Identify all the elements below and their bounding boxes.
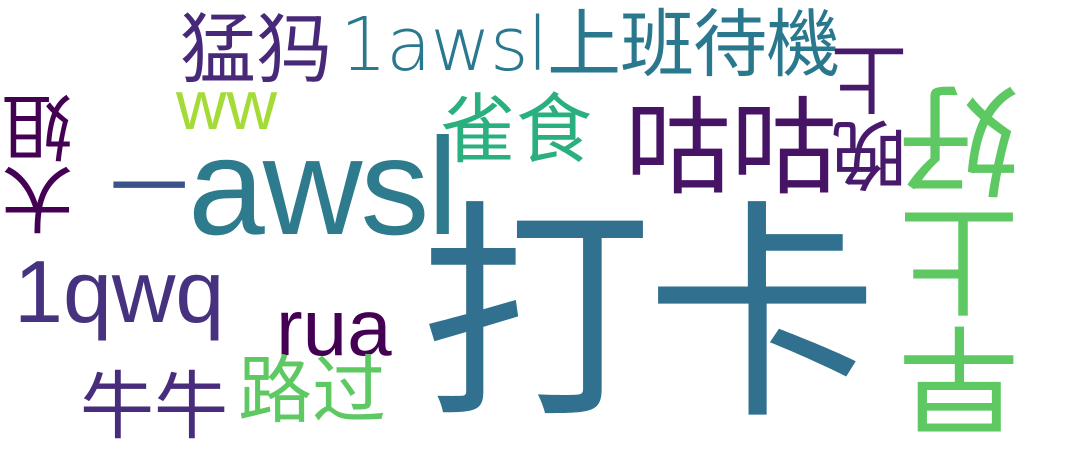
word-mengmai: 猛犸 (180, 5, 332, 94)
word-gugu: 咕咕 (625, 87, 837, 210)
word-1awsl-shangban-daiji: 1awsl上班待機 (340, 2, 840, 88)
word-luguo: 路过 (238, 348, 386, 434)
word-dash: 一 (110, 144, 189, 234)
word-awsl: awsl (188, 110, 458, 264)
word-daka: 打卡 (420, 181, 878, 451)
word-ww: ww (176, 66, 278, 144)
word-rua: rua (276, 283, 392, 372)
word-niuniu: 牛牛 (80, 364, 228, 450)
word-dajie: 大姐 (2, 92, 86, 236)
word-1qwq: 1qwq (14, 242, 225, 341)
word-queshi: 雀食 (440, 85, 592, 174)
word-zaoshanghao: 早上好 (901, 82, 1040, 442)
